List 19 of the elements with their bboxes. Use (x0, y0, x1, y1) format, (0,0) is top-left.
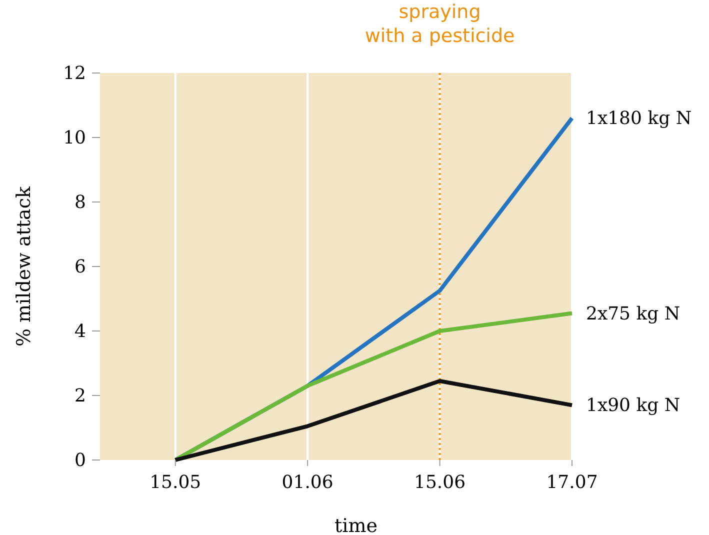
x-tick-label: 17.07 (546, 472, 598, 493)
series-label: 1x180 kg N (586, 108, 692, 130)
x-tick-label: 01.06 (282, 472, 334, 493)
ref-line-label: spraying with a pesticide (364, 1, 515, 47)
series-label: 1x90 kg N (586, 395, 680, 416)
series-label: 2x75 kg N (586, 303, 680, 324)
y-tick-label: 8 (74, 192, 86, 213)
line-series (173, 311, 574, 462)
y-tick-label: 12 (63, 63, 86, 84)
line-series (173, 378, 574, 462)
y-axis-title: % mildew attack (13, 186, 35, 347)
y-tick-label: 0 (74, 450, 86, 471)
y-tick-label: 6 (74, 256, 86, 278)
y-tick-label: 10 (63, 128, 86, 148)
x-tick-label: 15.05 (150, 472, 202, 493)
y-tick-label: 2 (74, 386, 86, 406)
x-axis-title: time (334, 515, 378, 535)
y-tick-label: 4 (74, 321, 86, 342)
x-tick-label: 15.06 (414, 472, 466, 493)
